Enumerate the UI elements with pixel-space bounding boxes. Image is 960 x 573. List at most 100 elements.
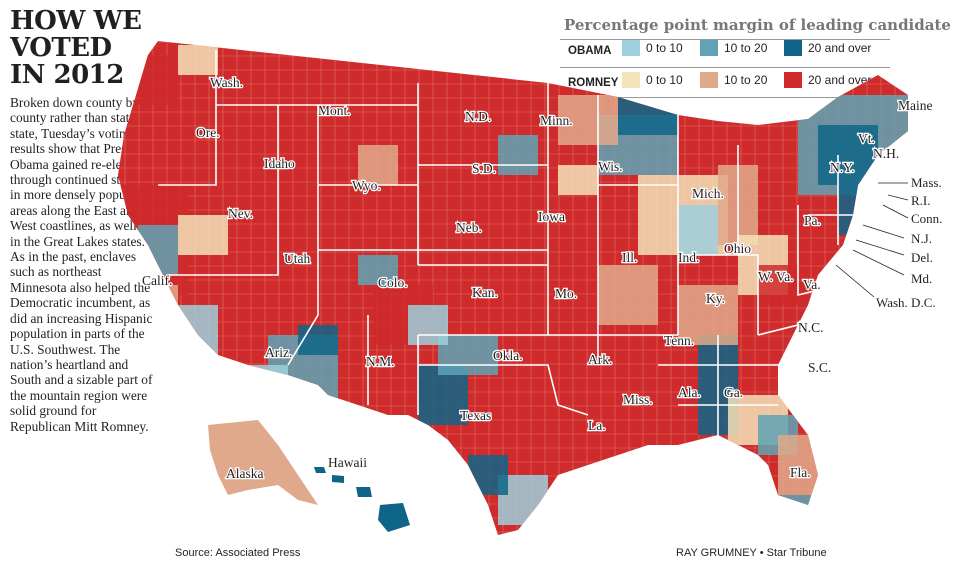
legend-obama-label-2: 10 to 20 (724, 41, 768, 55)
legend-obama-swatch-1 (622, 40, 640, 56)
legend-romney-name: ROMNEY (568, 77, 619, 89)
legend-obama-label-1: 0 to 10 (646, 41, 683, 55)
state-label: N.M. (366, 354, 395, 369)
state-label: Wash. (210, 75, 243, 90)
county-patch (358, 255, 398, 285)
legend-romney-label-1: 0 to 10 (646, 73, 683, 87)
county-patch (178, 215, 228, 255)
alaska (208, 420, 318, 505)
county-patch (778, 495, 818, 535)
callout-label: Mass. (911, 175, 942, 190)
state-label: Iowa (538, 209, 565, 224)
state-label: Miss. (623, 392, 653, 407)
state-label: Calif. (142, 273, 172, 288)
state-label: N.H. (873, 146, 899, 161)
state-label: Okla. (493, 348, 523, 363)
callout-label: Conn. (911, 211, 942, 226)
county-patch (558, 95, 618, 145)
state-label: Ind. (678, 250, 699, 265)
county-patch (758, 265, 798, 305)
state-label: Ariz. (265, 345, 292, 360)
state-label: Ark. (588, 352, 612, 367)
callout-label: Wash. D.C. (876, 295, 936, 310)
state-label: La. (588, 418, 606, 433)
headline-line-2: VOTED (10, 33, 112, 63)
source-note: Source: Associated Press (175, 547, 301, 559)
state-label: Neb. (456, 220, 482, 235)
state-label: Kan. (472, 285, 498, 300)
county-patch (298, 325, 338, 355)
state-label: Maine (898, 98, 933, 113)
state-label: W. Va. (758, 269, 794, 284)
state-label: N.D. (465, 109, 491, 124)
state-label: Ala. (678, 385, 701, 400)
state-label: Wyo. (352, 178, 381, 193)
callout-labels: Mass. R.I. Conn. N.J. Del. Md. Wash. D.C. (876, 175, 942, 310)
state-label: Texas (460, 408, 491, 423)
legend-obama-swatch-2 (700, 40, 718, 56)
state-label: Utah (284, 251, 310, 266)
headline-line-3: IN 2012 (10, 60, 124, 90)
legend-romney-label-2: 10 to 20 (724, 73, 768, 87)
legend-row-obama: OBAMA 0 to 10 10 to 20 20 and over (560, 40, 955, 66)
callout-label: Del. (911, 250, 933, 265)
headline-line-1: HOW WE (10, 6, 142, 36)
county-map: Wash. Ore. Idaho Mont. Wyo. Nev. Utah Calif. Col… (118, 41, 942, 535)
state-label: Wis. (598, 159, 623, 174)
state-label: Vt. (858, 131, 875, 146)
state-label: Idaho (264, 156, 295, 171)
hawaii-big-island (378, 503, 410, 532)
legend-romney-swatch-1 (622, 72, 640, 88)
legend-obama-name: OBAMA (568, 45, 612, 57)
legend-obama-swatch-3 (784, 40, 802, 56)
legend-row-romney: ROMNEY 0 to 10 10 to 20 20 and over (560, 72, 955, 98)
state-label: Ill. (622, 250, 637, 265)
county-patch (618, 95, 678, 135)
callout-lines (835, 182, 909, 298)
county-patch (408, 305, 448, 345)
legend: Percentage point margin of leading candi… (560, 16, 955, 98)
legend-romney-label-3: 20 and over (808, 73, 872, 87)
state-label: Colo. (378, 275, 408, 290)
county-patch (678, 285, 738, 345)
callout-label: Md. (911, 271, 932, 286)
state-label: Nev. (228, 206, 253, 221)
state-label: Fla. (790, 465, 811, 480)
state-label: Tenn. (664, 333, 694, 348)
state-label: Mo. (555, 286, 577, 301)
legend-divider (560, 39, 890, 40)
callout-label: N.J. (911, 231, 932, 246)
alaska-shape (208, 420, 318, 505)
county-patch (358, 145, 398, 185)
county-patch (138, 225, 178, 275)
county-patch (498, 135, 538, 175)
county-patch (468, 455, 508, 495)
state-label: N.Y. (830, 160, 855, 175)
state-label: S.C. (808, 360, 831, 375)
county-patch (138, 55, 178, 105)
state-labels: Wash. Ore. Idaho Mont. Wyo. Nev. Utah Calif. Col… (141, 74, 934, 483)
county-patch (118, 285, 178, 335)
state-label: Mont. (318, 103, 351, 118)
legend-divider-3 (560, 97, 890, 98)
state-label: Pa. (804, 213, 821, 228)
callout-label: R.I. (911, 193, 931, 208)
county-patch (678, 205, 718, 255)
body-text: Broken down county by county rather than… (10, 95, 155, 434)
state-label: Va. (803, 277, 821, 292)
legend-divider-2 (560, 67, 890, 68)
state-label: N.C. (798, 320, 824, 335)
legend-title: Percentage point margin of leading candi… (564, 16, 951, 34)
state-label: Minn. (540, 113, 573, 128)
county-patch (158, 305, 218, 365)
legend-obama-label-3: 20 and over (808, 41, 872, 55)
state-label: Alaska (226, 466, 264, 481)
headline: HOW WE VOTED IN 2012 (10, 8, 160, 89)
state-label: S.D. (472, 161, 496, 176)
state-label: Ga. (724, 385, 743, 400)
state-label: Ky. (706, 291, 725, 306)
county-patch (838, 185, 898, 235)
state-label: Ore. (196, 125, 220, 140)
hawaii (314, 467, 410, 532)
county-patch (598, 265, 658, 325)
